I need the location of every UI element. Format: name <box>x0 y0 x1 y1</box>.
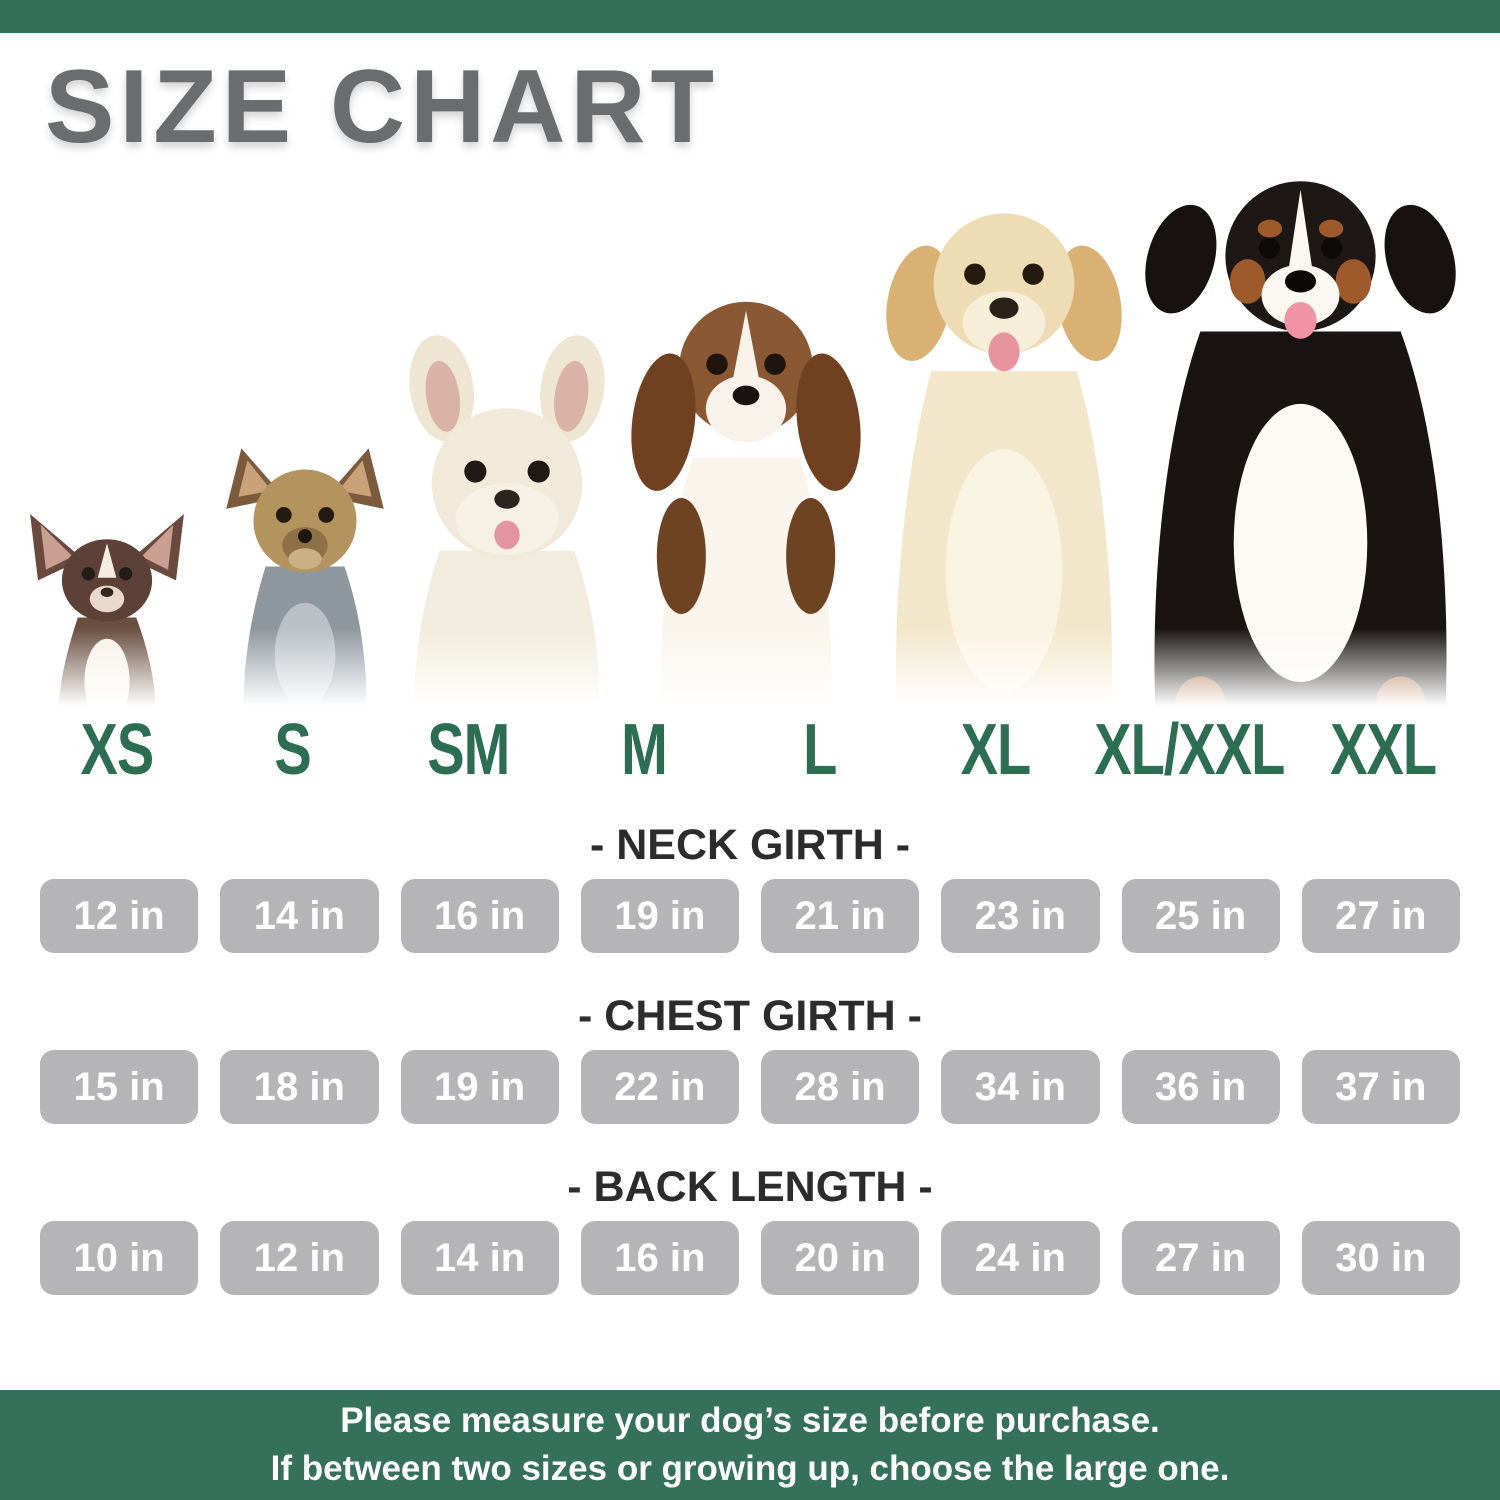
size-label-sm: SM <box>427 707 510 790</box>
back-length-value: 12 in <box>220 1221 379 1295</box>
back-length-value: 10 in <box>40 1221 199 1295</box>
back-length-value: 27 in <box>1121 1221 1280 1295</box>
back-length-value: 30 in <box>1301 1221 1460 1295</box>
chest-girth-value: 15 in <box>40 1050 199 1124</box>
chest-girth-value: 22 in <box>580 1050 739 1124</box>
bottom-fade-overlay <box>0 628 1500 723</box>
back-length-value: 16 in <box>580 1221 739 1295</box>
back-length-value: 24 in <box>941 1221 1100 1295</box>
chest-girth-row: 15 in 18 in 19 in 22 in 28 in 34 in 36 i… <box>40 1050 1460 1124</box>
chest-girth-value: 34 in <box>941 1050 1100 1124</box>
size-label-xl-xxl: XL/XXL <box>1094 707 1285 790</box>
page-title: SIZE CHART <box>45 49 719 165</box>
neck-girth-value: 12 in <box>40 879 199 953</box>
back-length-value: 14 in <box>400 1221 559 1295</box>
footer-banner: Please measure your dog’s size before pu… <box>0 1390 1500 1500</box>
size-label-xxl: XXL <box>1330 707 1437 790</box>
back-length-value: 20 in <box>761 1221 920 1295</box>
size-label-xs: XS <box>80 707 155 790</box>
neck-girth-heading: - NECK GIRTH - <box>589 821 911 869</box>
chest-girth-value: 19 in <box>400 1050 559 1124</box>
size-label-l: L <box>803 707 837 790</box>
back-length-row: 10 in 12 in 14 in 16 in 20 in 24 in 27 i… <box>40 1221 1460 1295</box>
size-label-m: M <box>621 707 668 790</box>
neck-girth-row: 12 in 14 in 16 in 19 in 21 in 23 in 25 i… <box>40 879 1460 953</box>
neck-girth-value: 23 in <box>941 879 1100 953</box>
chest-girth-value: 18 in <box>220 1050 379 1124</box>
back-length-heading: - BACK LENGTH - <box>567 1163 933 1211</box>
chest-girth-heading: - CHEST GIRTH - <box>578 992 922 1040</box>
chest-girth-value: 36 in <box>1121 1050 1280 1124</box>
neck-girth-value: 19 in <box>580 879 739 953</box>
bernese-mountain-dog-icon <box>1128 169 1473 721</box>
chest-girth-value: 37 in <box>1301 1050 1460 1124</box>
top-green-bar <box>0 0 1500 33</box>
chest-girth-value: 28 in <box>761 1050 920 1124</box>
neck-girth-value: 27 in <box>1301 879 1460 953</box>
size-label-xl: XL <box>960 707 1032 790</box>
neck-girth-value: 21 in <box>761 879 920 953</box>
footer-line-2: If between two sizes or growing up, choo… <box>270 1449 1230 1488</box>
neck-girth-value: 25 in <box>1121 879 1280 953</box>
dog-lineup <box>0 163 1500 723</box>
footer-line-1: Please measure your dog’s size before pu… <box>340 1401 1160 1440</box>
size-labels-row: XS S SM M L XL XL/XXL XXL <box>40 707 1460 801</box>
neck-girth-value: 14 in <box>220 879 379 953</box>
size-label-s: S <box>274 707 311 790</box>
neck-girth-value: 16 in <box>400 879 559 953</box>
